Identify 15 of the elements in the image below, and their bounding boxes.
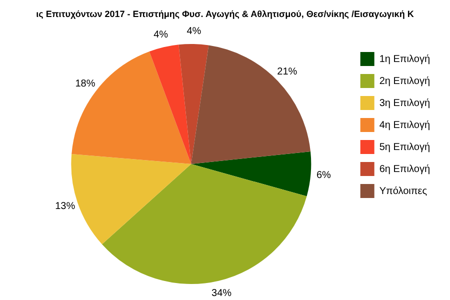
data-label: 4% bbox=[154, 29, 168, 40]
data-label: 13% bbox=[55, 201, 76, 212]
legend-label: Υπόλοιπες bbox=[379, 186, 428, 197]
data-label: 34% bbox=[212, 288, 232, 300]
data-label: 4% bbox=[186, 26, 202, 37]
legend-label: 5η Επιλογή bbox=[379, 142, 430, 153]
legend-label: 1η Επιλογή bbox=[379, 54, 430, 65]
data-label: 6% bbox=[316, 170, 332, 181]
data-label: 21% bbox=[277, 66, 298, 78]
data-label: 18% bbox=[75, 78, 96, 90]
legend-label: 4η Επιλογή bbox=[379, 120, 430, 131]
legend-label: 2η Επιλογή bbox=[379, 76, 430, 87]
legend-label: 3η Επιλογή bbox=[379, 98, 430, 109]
chart-title: ις Επιτυχόντων 2017 - Επιστήμης Φυσ. Αγωγής & Αθλητισμού, Θεσ/νίκης /Εισαγωγική Κ bbox=[35, 8, 415, 21]
legend-label: 6η Επιλογή bbox=[379, 164, 430, 175]
